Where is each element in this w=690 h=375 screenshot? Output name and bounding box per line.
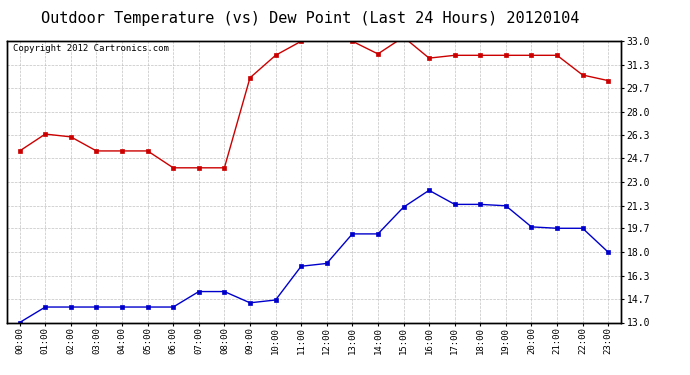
- Text: Outdoor Temperature (vs) Dew Point (Last 24 Hours) 20120104: Outdoor Temperature (vs) Dew Point (Last…: [41, 11, 580, 26]
- Text: Copyright 2012 Cartronics.com: Copyright 2012 Cartronics.com: [13, 44, 169, 53]
